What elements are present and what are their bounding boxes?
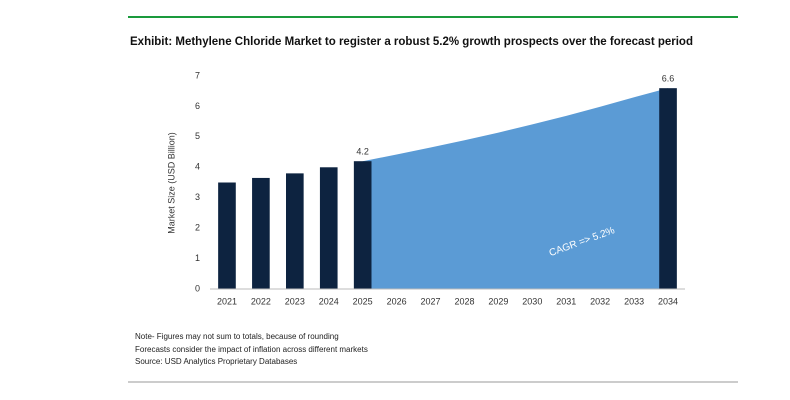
x-tick-label: 2033 xyxy=(624,296,644,306)
y-tick-label: 2 xyxy=(195,223,200,233)
x-tick-label: 2022 xyxy=(251,296,271,306)
bar xyxy=(252,177,270,289)
x-tick-label: 2025 xyxy=(353,296,373,306)
y-tick-label: 1 xyxy=(195,253,200,263)
x-tick-label: 2026 xyxy=(387,296,407,306)
data-label: 4.2 xyxy=(356,147,369,157)
x-tick-label: 2024 xyxy=(319,296,339,306)
y-tick-label: 3 xyxy=(195,192,200,202)
x-tick-label: 2034 xyxy=(658,296,678,306)
x-tick-label: 2021 xyxy=(217,296,237,306)
note: Note- Figures may not sum to totals, bec… xyxy=(135,332,339,341)
y-tick-label: 6 xyxy=(195,101,200,111)
y-axis-label: Market Size (USD Billion) xyxy=(166,132,176,234)
note: Forecasts consider the impact of inflati… xyxy=(135,345,368,354)
x-tick-label: 2023 xyxy=(285,296,305,306)
x-tick-label: 2032 xyxy=(590,296,610,306)
bar xyxy=(659,88,677,290)
area xyxy=(362,88,669,290)
bar xyxy=(319,167,338,289)
bar xyxy=(353,161,372,289)
plot: 0 1 2 3 4 5 6 7 4.2 6.6 2021 2022 2023 2024 2025 2026 20… xyxy=(195,70,685,306)
y-tick-label: 7 xyxy=(195,70,200,80)
x-tick-label: 2028 xyxy=(454,296,474,306)
x-tick-label: 2030 xyxy=(522,296,542,306)
chart-title: Exhibit: Methylene Chloride Market to re… xyxy=(130,36,693,48)
x-tick-label: 2027 xyxy=(421,296,441,306)
x-tick-label: 2029 xyxy=(488,296,508,306)
y-tick-label: 5 xyxy=(195,131,200,141)
x-tick-label: 2031 xyxy=(556,296,576,306)
bar xyxy=(286,173,304,289)
data-label: 6.6 xyxy=(662,74,675,84)
bar xyxy=(218,182,236,289)
y-tick-label: 0 xyxy=(195,283,200,293)
y-tick-label: 4 xyxy=(195,162,200,172)
note: Source: USD Analytics Proprietary Databa… xyxy=(135,357,297,366)
